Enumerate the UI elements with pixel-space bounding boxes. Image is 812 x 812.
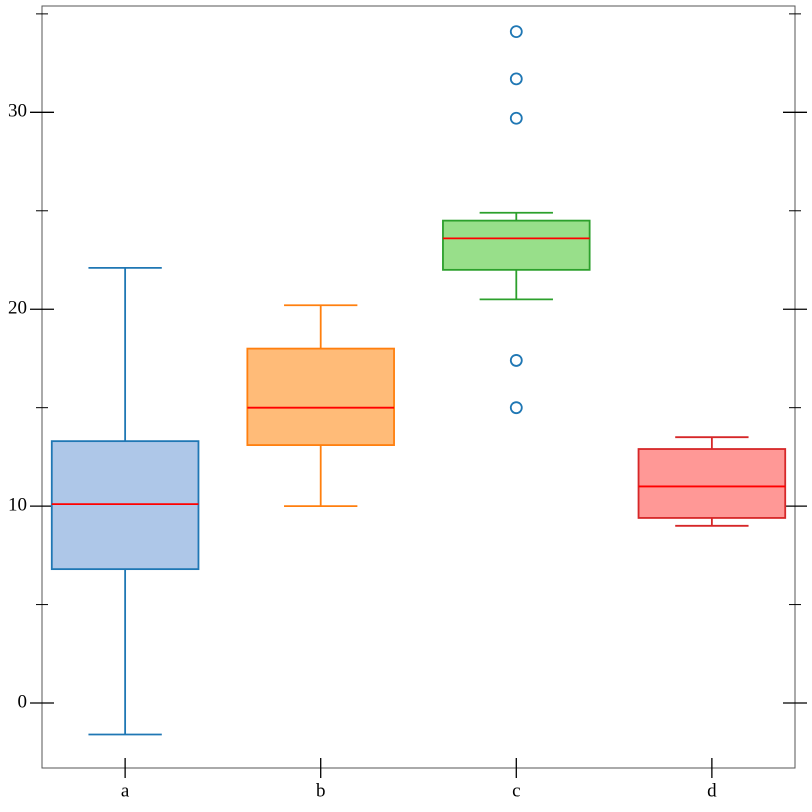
x-tick-label: d <box>707 780 717 801</box>
outlier <box>509 111 523 125</box>
box <box>442 219 591 271</box>
x-tick-label: a <box>121 780 130 801</box>
box <box>637 448 787 519</box>
y-tick-label: 10 <box>8 494 27 515</box>
box <box>50 440 200 571</box>
x-tick-label: c <box>512 780 520 801</box>
outlier <box>509 72 523 86</box>
plot-frame <box>41 5 796 769</box>
y-tick-label: 30 <box>8 101 27 122</box>
y-tick-label: 20 <box>8 298 27 319</box>
box <box>246 347 395 446</box>
y-tick-label: 0 <box>18 691 28 712</box>
x-tick-label: b <box>316 780 326 801</box>
outlier <box>509 401 523 415</box>
outlier <box>509 354 523 367</box>
outlier <box>509 25 523 38</box>
